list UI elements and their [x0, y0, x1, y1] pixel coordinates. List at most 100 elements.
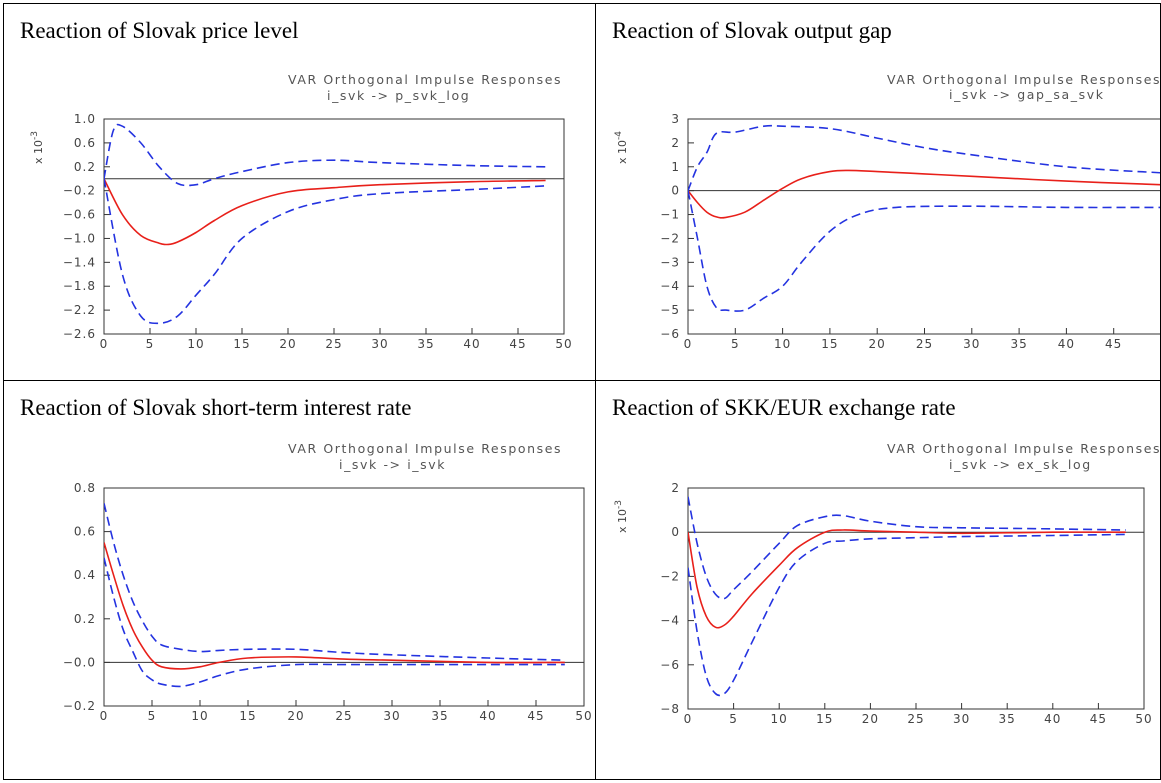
- y-tick-label: −5: [660, 303, 680, 317]
- y-tick-label: −0.2: [63, 184, 96, 198]
- x-tick-label: 15: [821, 337, 838, 351]
- series-lower-band: [688, 190, 1160, 312]
- panel-title: Reaction of Slovak short-term interest r…: [20, 395, 412, 420]
- series-upper-band: [688, 124, 1160, 191]
- y-tick-label: −6: [660, 327, 680, 341]
- y-tick-label: 0.6: [74, 525, 96, 539]
- y-tick-label: −2: [660, 569, 680, 583]
- scale-label: x 10-4: [614, 131, 629, 164]
- series-response: [104, 178, 546, 246]
- y-tick-label: 0.6: [74, 136, 96, 150]
- y-tick-label: −2.6: [63, 327, 96, 341]
- y-tick-label: −0.2: [63, 699, 96, 713]
- y-tick-label: 0: [671, 184, 680, 198]
- y-tick-label: −1: [660, 208, 680, 222]
- x-tick-label: 0: [100, 337, 109, 351]
- x-tick-label: 35: [999, 712, 1016, 726]
- x-tick-label: 40: [479, 709, 496, 723]
- x-tick-label: 15: [816, 712, 833, 726]
- x-tick-label: 50: [575, 709, 592, 723]
- y-tick-label: −1.4: [63, 255, 96, 269]
- y-tick-label: −4: [660, 614, 680, 628]
- scale-label: x 10-3: [30, 131, 45, 164]
- x-tick-label: 30: [371, 337, 388, 351]
- x-tick-label: 45: [1090, 712, 1107, 726]
- series-lower-band: [104, 178, 546, 325]
- y-tick-label: 0.4: [74, 568, 96, 582]
- panel-title: Reaction of Slovak output gap: [612, 18, 892, 43]
- chart-subtitle: i_svk -> p_svk_log: [327, 88, 470, 103]
- panel-output-gap: Reaction of Slovak output gap VAR Orthog…: [595, 3, 1161, 381]
- plot-frame: [687, 487, 1145, 710]
- y-tick-label: 0.8: [74, 481, 96, 495]
- y-tick-label: −6: [660, 658, 680, 672]
- x-tick-label: 40: [463, 337, 480, 351]
- scale-label: x 10-3: [614, 500, 629, 533]
- x-tick-label: 30: [953, 712, 970, 726]
- panel-title: Reaction of SKK/EUR exchange rate: [612, 395, 956, 420]
- x-tick-label: 40: [1058, 337, 1075, 351]
- figure-grid: Reaction of Slovak price level VAR Ortho…: [3, 3, 1161, 780]
- y-tick-label: −2.2: [63, 303, 96, 317]
- y-tick-label: 3: [671, 112, 680, 126]
- panel-price-level: Reaction of Slovak price level VAR Ortho…: [3, 3, 596, 381]
- series-upper-band: [104, 503, 565, 661]
- x-tick-label: 25: [916, 337, 933, 351]
- x-tick-label: 10: [187, 337, 204, 351]
- x-tick-label: 45: [509, 337, 526, 351]
- series-response: [688, 529, 1126, 629]
- x-tick-label: 30: [963, 337, 980, 351]
- y-tick-label: −2: [660, 231, 680, 245]
- y-tick-label: 1.0: [74, 112, 96, 126]
- series-response: [104, 542, 565, 670]
- x-tick-label: 50: [555, 337, 572, 351]
- x-tick-label: 0: [684, 337, 693, 351]
- x-tick-label: 35: [1010, 337, 1027, 351]
- y-tick-label: −0.6: [63, 208, 96, 222]
- x-tick-label: 15: [233, 337, 250, 351]
- y-tick-label: −0.0: [63, 655, 96, 669]
- y-tick-label: 1: [671, 160, 680, 174]
- panel-title: Reaction of Slovak price level: [20, 18, 299, 43]
- x-tick-label: 20: [869, 337, 886, 351]
- y-tick-label: −1.8: [63, 279, 96, 293]
- x-tick-label: 5: [729, 712, 738, 726]
- y-tick-label: −1.0: [63, 231, 96, 245]
- y-tick-label: 0.2: [74, 612, 96, 626]
- x-tick-label: 5: [146, 337, 155, 351]
- y-tick-label: 2: [671, 481, 680, 495]
- x-tick-label: 15: [239, 709, 256, 723]
- chart-subtitle: i_svk -> i_svk: [339, 457, 446, 472]
- x-tick-label: 25: [335, 709, 352, 723]
- chart-title: VAR Orthogonal Impulse Responses: [887, 441, 1161, 456]
- x-tick-label: 5: [148, 709, 157, 723]
- plot-frame: [103, 118, 565, 335]
- x-tick-label: 10: [774, 337, 791, 351]
- series-upper-band: [104, 123, 546, 187]
- series-lower-band: [688, 533, 1126, 697]
- panel-interest-rate: Reaction of Slovak short-term interest r…: [3, 380, 596, 780]
- series-upper-band: [688, 496, 1126, 600]
- x-tick-label: 20: [862, 712, 879, 726]
- chart-title: VAR Orthogonal Impulse Responses: [288, 441, 562, 456]
- x-tick-label: 5: [731, 337, 740, 351]
- y-tick-label: −4: [660, 279, 680, 293]
- y-tick-label: 0: [671, 525, 680, 539]
- y-tick-label: −3: [660, 255, 680, 269]
- x-tick-label: 50: [1135, 712, 1152, 726]
- y-tick-label: 0.2: [74, 160, 96, 174]
- x-tick-label: 20: [279, 337, 296, 351]
- x-tick-label: 0: [684, 712, 693, 726]
- x-tick-label: 0: [100, 709, 109, 723]
- x-tick-label: 10: [191, 709, 208, 723]
- x-tick-label: 40: [1044, 712, 1061, 726]
- x-tick-label: 30: [383, 709, 400, 723]
- x-tick-label: 45: [1105, 337, 1122, 351]
- plot-frame: [687, 118, 1160, 335]
- chart-title: VAR Orthogonal Impulse Responses: [887, 72, 1161, 87]
- x-tick-label: 10: [771, 712, 788, 726]
